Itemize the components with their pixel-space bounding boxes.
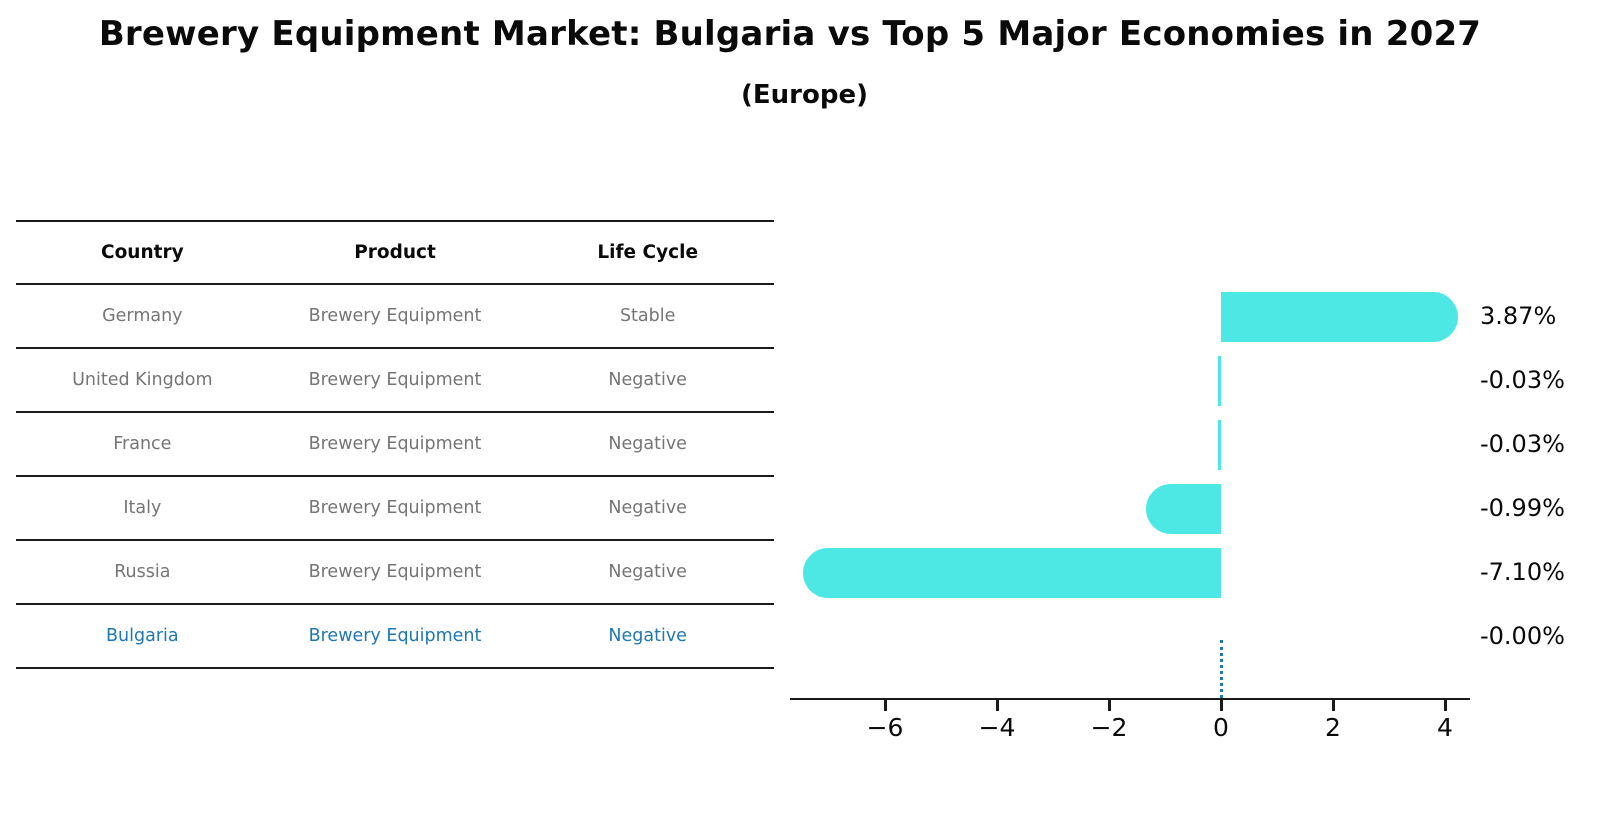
bar-germany — [1221, 292, 1458, 342]
column-header-country: Country — [101, 242, 184, 263]
value-label-bulgaria: -0.00% — [1480, 622, 1565, 650]
cell-country: Italy — [123, 498, 162, 518]
x-axis-tick-label: 0 — [1213, 713, 1229, 742]
x-axis-tick-label: 4 — [1437, 713, 1453, 742]
table-row-italy: Italy Brewery Equipment Negative — [16, 477, 774, 541]
value-label-italy: -0.99% — [1480, 494, 1565, 522]
x-axis-tick-label: −6 — [866, 713, 904, 742]
cell-product: Brewery Equipment — [308, 562, 482, 582]
value-label-france: -0.03% — [1480, 430, 1565, 458]
data-table: Country Product Life Cycle Germany Brewery … — [16, 220, 774, 669]
x-axis-tick — [884, 700, 887, 711]
bar-united-kingdom — [1218, 356, 1221, 406]
x-axis-tick — [1444, 700, 1447, 711]
cell-country: Russia — [114, 562, 171, 582]
cell-country: France — [113, 434, 172, 454]
bar-russia — [803, 548, 1221, 598]
bar-italy — [1145, 484, 1221, 534]
column-header-product: Product — [354, 242, 436, 263]
cell-country: Bulgaria — [106, 626, 179, 646]
cell-lifecycle: Stable — [619, 306, 676, 326]
cell-lifecycle: Negative — [608, 562, 687, 582]
cell-lifecycle: Negative — [608, 370, 687, 390]
x-axis-tick-label: −4 — [978, 713, 1016, 742]
column-header-life-cycle: Life Cycle — [597, 242, 699, 263]
cell-product: Brewery Equipment — [308, 306, 482, 326]
zero-dotted-line-bulgaria — [1220, 640, 1223, 698]
bar-chart: −6 −4 −2 0 2 4 3.87% -0.03% -0.03% -0.99% -7.10% -… — [790, 270, 1565, 742]
table-row-bulgaria: Bulgaria Brewery Equipment Negative — [16, 605, 774, 669]
cell-product: Brewery Equipment — [308, 370, 482, 390]
cell-lifecycle: Negative — [608, 434, 687, 454]
cell-product: Brewery Equipment — [308, 626, 482, 646]
x-axis-tick-label: 2 — [1325, 713, 1341, 742]
page-title: Brewery Equipment Market: Bulgaria vs To… — [98, 14, 1482, 54]
x-axis-tick — [1332, 700, 1335, 711]
x-axis-tick-label: −2 — [1090, 713, 1128, 742]
table-header-row: Country Product Life Cycle — [16, 222, 774, 285]
table-row-russia: Russia Brewery Equipment Negative — [16, 541, 774, 605]
x-axis-tick — [996, 700, 999, 711]
cell-country: Germany — [102, 306, 183, 326]
cell-product: Brewery Equipment — [308, 498, 482, 518]
x-axis-tick — [1108, 700, 1111, 711]
cell-lifecycle: Negative — [608, 626, 687, 646]
value-label-russia: -7.10% — [1480, 558, 1565, 586]
page-subtitle: (Europe) — [741, 80, 868, 110]
cell-product: Brewery Equipment — [308, 434, 482, 454]
value-label-germany: 3.87% — [1480, 302, 1557, 330]
value-label-united-kingdom: -0.03% — [1480, 366, 1565, 394]
table-row-united-kingdom: United Kingdom Brewery Equipment Negative — [16, 349, 774, 413]
table-body: Germany Brewery Equipment Stable United Kin… — [16, 285, 774, 669]
cell-lifecycle: Negative — [608, 498, 687, 518]
table-row-france: France Brewery Equipment Negative — [16, 413, 774, 477]
table-row-germany: Germany Brewery Equipment Stable — [16, 285, 774, 349]
cell-country: United Kingdom — [72, 370, 213, 390]
bar-france — [1218, 420, 1221, 470]
x-axis-tick — [1220, 700, 1223, 711]
